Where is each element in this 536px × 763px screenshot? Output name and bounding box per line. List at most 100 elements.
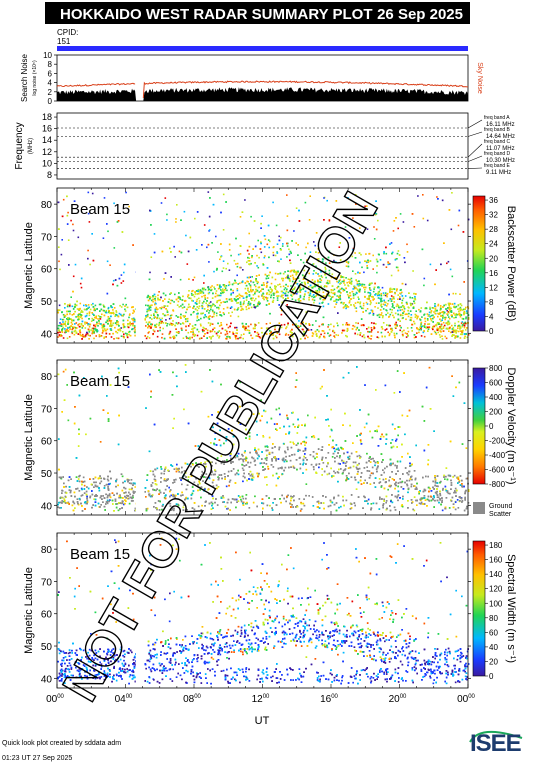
beam-label: Beam 15 bbox=[70, 373, 130, 390]
lat-tick-label: 50 bbox=[41, 297, 53, 308]
noise-tick-label: 10 bbox=[43, 51, 52, 60]
scatter-label: Scatter bbox=[489, 511, 512, 518]
freq-band-value: 9.11 MHz bbox=[486, 170, 511, 176]
colorbar-tick-label: 0 bbox=[489, 422, 494, 431]
sky-noise-label: Sky Noise bbox=[476, 62, 483, 94]
lat-tick-label: 50 bbox=[41, 642, 53, 653]
cpid-value: 151 bbox=[57, 37, 71, 46]
colorbar-tick-label: 24 bbox=[489, 240, 498, 249]
colorbar-label: Doppler Velocity (m s⁻¹) bbox=[505, 367, 517, 484]
freq-tick-label: 18 bbox=[42, 112, 52, 122]
colorbar-tick-label: 12 bbox=[489, 283, 498, 292]
beam-label: Beam 15 bbox=[70, 201, 130, 218]
colorbar-tick-label: 100 bbox=[489, 599, 503, 608]
colorbar-tick-label: 4 bbox=[489, 312, 494, 321]
isee-logo: ISEE bbox=[469, 726, 524, 757]
data-panel-2: 40 50 60 70 80 Beam 15 Magnetic Latitude -800 -6… bbox=[23, 359, 517, 518]
panel-ylabel: Magnetic Latitude bbox=[23, 222, 35, 309]
colorbar-tick-label: 120 bbox=[489, 585, 503, 594]
colorbar-label: Backscatter Power (dB) bbox=[505, 206, 517, 322]
freq-band-name: freq band E bbox=[484, 163, 511, 169]
sky-noise-series bbox=[56, 80, 469, 99]
freq-tick-label: 12 bbox=[42, 147, 52, 157]
freq-band-name: freq band A bbox=[484, 115, 510, 121]
colorbar-tick-label: 0 bbox=[489, 327, 494, 336]
colorbar-tick-label: 16 bbox=[489, 269, 498, 278]
colorbar bbox=[472, 195, 486, 332]
colorbar-tick-label: 200 bbox=[489, 408, 503, 417]
ut-tick-label: 0000 bbox=[457, 694, 475, 705]
freq-band-value: 14.64 MHz bbox=[486, 134, 515, 140]
header-bar bbox=[45, 2, 470, 24]
lat-tick-label: 60 bbox=[41, 610, 53, 621]
data-panel-1: 40 50 60 70 80 Beam 15 Magnetic Latitude 0 4 8 12 1… bbox=[23, 187, 517, 344]
colorbar bbox=[472, 540, 486, 677]
scatter-cells bbox=[57, 191, 470, 340]
colorbar-tick-label: -600 bbox=[489, 466, 506, 475]
isee-logo-text: ISEE bbox=[470, 730, 522, 757]
data-gap bbox=[135, 533, 145, 688]
ut-tick-label: 1600 bbox=[320, 694, 338, 705]
lat-tick-label: 80 bbox=[41, 372, 53, 383]
search-noise-ylabel: Search Noise bbox=[20, 53, 29, 102]
colorbar-tick-label: 80 bbox=[489, 614, 498, 623]
colorbar-tick-label: 140 bbox=[489, 570, 503, 579]
lat-tick-label: 70 bbox=[41, 232, 53, 243]
cpid-label: CPID: bbox=[57, 28, 78, 37]
freq-tick-label: 16 bbox=[42, 124, 52, 134]
colorbar-tick-label: 28 bbox=[489, 225, 498, 234]
noise-tick-label: 4 bbox=[48, 79, 53, 88]
noise-tick-label: 8 bbox=[48, 60, 53, 69]
header-title: HOKKAIDO WEST RADAR SUMMARY PLOT bbox=[60, 6, 373, 23]
freq-band-name: freq band D bbox=[484, 151, 511, 157]
freq-band-value: 16.11 MHz bbox=[486, 122, 515, 128]
colorbar-tick-label: 8 bbox=[489, 298, 494, 307]
freq-tick-label: 8 bbox=[47, 170, 52, 180]
colorbar-tick-label: 600 bbox=[489, 379, 503, 388]
colorbar-tick-label: -400 bbox=[489, 451, 506, 460]
x-axis-label: UT bbox=[255, 715, 270, 727]
footer-credit: Quick look plot created by sddata adm bbox=[2, 740, 121, 747]
freq-tick-label: 14 bbox=[42, 135, 52, 145]
colorbar-tick-label: 40 bbox=[489, 643, 498, 652]
lat-tick-label: 50 bbox=[41, 469, 53, 480]
ut-tick-label: 0800 bbox=[183, 694, 201, 705]
noise-tick-label: 6 bbox=[48, 69, 53, 78]
frequency-unit: (MHz) bbox=[28, 138, 34, 154]
colorbar-label: Spectral Width (m s⁻¹) bbox=[505, 554, 517, 663]
lat-tick-label: 40 bbox=[41, 674, 53, 685]
cpid-bar bbox=[57, 46, 468, 51]
colorbar-tick-label: -200 bbox=[489, 437, 506, 446]
data-gap bbox=[135, 188, 145, 343]
colorbar-tick-label: 20 bbox=[489, 254, 498, 263]
colorbar-tick-label: 180 bbox=[489, 541, 503, 550]
ut-tick-label: 2000 bbox=[389, 694, 407, 705]
freq-band-name: freq band B bbox=[484, 127, 511, 133]
ut-tick-label: 0400 bbox=[115, 694, 133, 705]
lat-tick-label: 60 bbox=[41, 437, 53, 448]
freq-tick-label: 10 bbox=[42, 158, 52, 168]
data-gap bbox=[135, 360, 145, 515]
colorbar-tick-label: -800 bbox=[489, 480, 506, 489]
colorbar bbox=[472, 367, 486, 485]
lat-tick-label: 40 bbox=[41, 329, 53, 340]
panel-ylabel: Magnetic Latitude bbox=[23, 567, 35, 654]
lat-tick-label: 60 bbox=[41, 265, 53, 276]
lat-tick-label: 80 bbox=[41, 545, 53, 556]
ground-label: Ground bbox=[489, 503, 512, 510]
data-panel-3: 40 50 60 70 80 Beam 15 Magnetic Latitude 0 20 40 6… bbox=[23, 532, 517, 689]
noise-tick-label: 0 bbox=[48, 97, 53, 106]
scatter-cells bbox=[57, 537, 470, 685]
freq-band-name: freq band C bbox=[484, 139, 511, 145]
colorbar-tick-label: 20 bbox=[489, 657, 498, 666]
colorbar-tick-label: 0 bbox=[489, 672, 494, 681]
colorbar-tick-label: 160 bbox=[489, 556, 503, 565]
search-noise-ylabel-small: log noise (×10⁵) bbox=[32, 60, 38, 96]
footer-timestamp: 01:23 UT 27 Sep 2025 bbox=[2, 755, 72, 762]
panel-ylabel: Magnetic Latitude bbox=[23, 394, 35, 481]
colorbar-tick-label: 800 bbox=[489, 364, 503, 373]
ground-scatter-swatch bbox=[473, 502, 485, 514]
